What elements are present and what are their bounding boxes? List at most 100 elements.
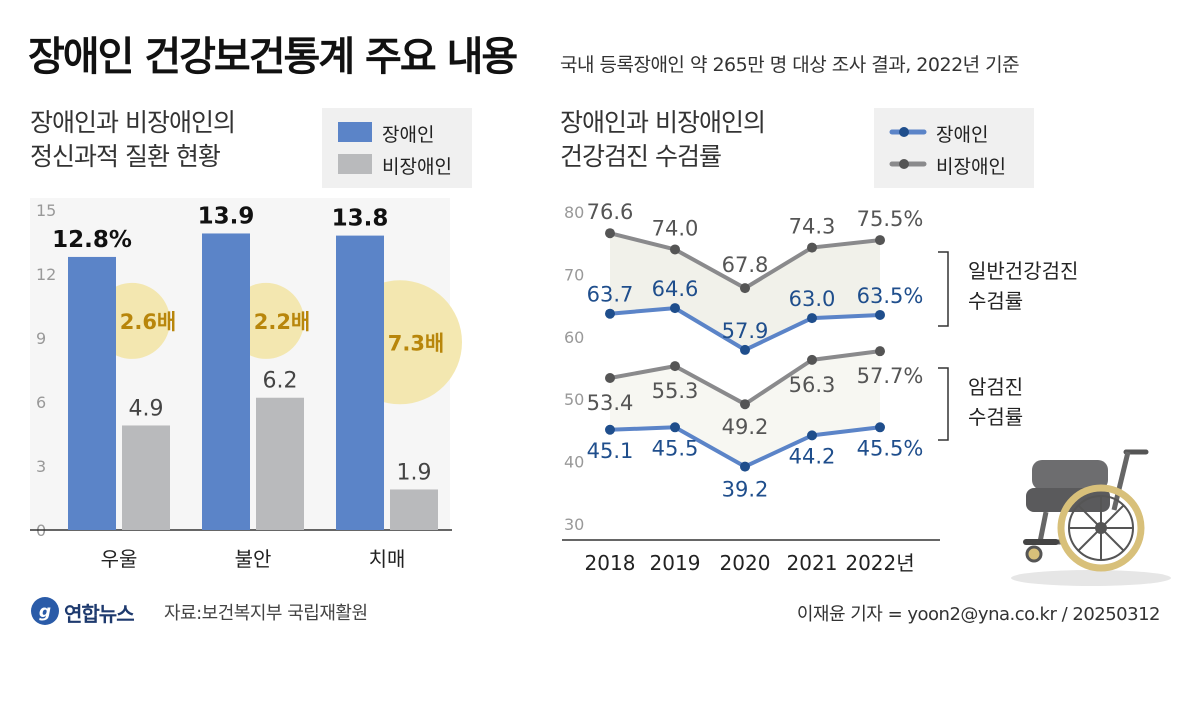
line-point	[875, 422, 885, 433]
bar-chart-title: 장애인과 비장애인의 정신과적 질환 현황	[30, 106, 236, 174]
logo-text: 연합뉴스	[64, 602, 135, 626]
line-y-tick-label: 60	[564, 328, 584, 347]
bar-category-label: 불안	[235, 547, 272, 571]
line-value-label: 39.2	[722, 478, 769, 502]
bar-non-disabled-불안	[256, 397, 304, 530]
bar-value-label-non-disabled: 4.9	[129, 396, 164, 421]
bar-chart: 0369121512.8%4.92.6배우울13.96.22.2배불안13.81…	[30, 198, 462, 571]
line-chart-title-line-1: 장애인과 비장애인의	[560, 108, 766, 137]
line-x-tick-label: 2019	[650, 551, 701, 575]
line-point	[605, 372, 615, 383]
line-point	[670, 361, 680, 372]
line-value-label: 45.5%	[857, 436, 924, 460]
group-bracket	[938, 367, 949, 441]
line-point	[740, 344, 750, 355]
bar-value-label-disabled: 12.8%	[52, 227, 132, 253]
wheelchair-icon	[1011, 449, 1171, 586]
line-point	[740, 283, 750, 294]
bar-y-tick-label: 3	[36, 457, 46, 476]
line-value-label: 75.5%	[857, 207, 924, 231]
line-value-label: 67.8	[722, 253, 769, 277]
line-point	[875, 235, 885, 246]
line-value-label: 49.2	[722, 415, 769, 439]
bar-chart-title-line-1: 장애인과 비장애인의	[30, 108, 236, 137]
yonhap-logo-icon: g	[31, 597, 59, 625]
source-note: 자료:보건복지부 국립재활원	[164, 603, 368, 624]
svg-text:g: g	[39, 602, 51, 622]
bar-legend-swatch-disabled	[338, 122, 372, 142]
ratio-label: 2.2배	[254, 310, 311, 334]
group-label: 일반건강검진	[968, 259, 1078, 283]
line-point	[807, 430, 817, 441]
bar-disabled-우울	[68, 256, 116, 530]
bar-value-label-non-disabled: 1.9	[397, 460, 432, 485]
bar-category-label: 치매	[369, 547, 406, 571]
line-point	[740, 461, 750, 472]
line-x-tick-label: 2018	[585, 551, 636, 575]
line-y-tick-label: 40	[564, 453, 584, 472]
bar-category-label: 우울	[101, 547, 138, 571]
line-value-label: 45.1	[587, 439, 634, 463]
line-x-tick-label: 2022년	[845, 551, 914, 575]
line-value-label: 44.2	[789, 444, 836, 468]
line-x-tick-label: 2021	[787, 551, 838, 575]
line-chart-title-line-2: 건강검진 수검률	[560, 142, 722, 171]
line-point	[807, 242, 817, 253]
group-label: 수검률	[968, 289, 1023, 313]
line-point	[670, 244, 680, 255]
bar-y-tick-label: 9	[36, 329, 46, 348]
line-value-label: 53.4	[587, 391, 634, 415]
bar-value-label-disabled: 13.8	[332, 206, 389, 232]
ratio-label: 2.6배	[120, 310, 177, 334]
bar-disabled-치매	[336, 235, 384, 530]
line-point	[875, 309, 885, 320]
line-value-label: 45.5	[652, 436, 699, 460]
bar-y-tick-label: 15	[36, 201, 56, 220]
line-chart-title: 장애인과 비장애인의 건강검진 수검률	[560, 106, 766, 174]
line-chart: 30 40 50 60 70 80 2018 2019 2020 2021 2022년 76.6 74.…	[562, 200, 1078, 575]
bar-value-label-disabled: 13.9	[198, 203, 255, 229]
bar-legend: 장애인 비장애인	[322, 108, 472, 188]
line-value-label: 57.9	[722, 319, 769, 343]
line-value-label: 63.0	[789, 287, 836, 311]
bar-legend-swatch-non-disabled	[338, 154, 372, 174]
line-point	[670, 303, 680, 314]
line-value-label: 57.7%	[857, 364, 924, 388]
bar-non-disabled-치매	[390, 489, 438, 530]
line-point	[605, 424, 615, 435]
line-point	[740, 399, 750, 410]
line-y-tick-label: 30	[564, 515, 584, 534]
page-subtitle: 국내 등록장애인 약 265만 명 대상 조사 결과, 2022년 기준	[560, 54, 1020, 76]
bar-y-tick-label: 6	[36, 393, 46, 412]
line-y-tick-label: 70	[564, 265, 584, 284]
bar-disabled-불안	[202, 233, 250, 530]
line-point	[670, 422, 680, 433]
line-point	[807, 354, 817, 365]
bar-legend-label-disabled: 장애인	[382, 124, 435, 146]
line-point	[605, 228, 615, 239]
line-value-label: 74.3	[789, 215, 836, 239]
line-point	[875, 346, 885, 357]
line-point	[807, 313, 817, 324]
line-value-label: 56.3	[789, 373, 836, 397]
line-legend-label-non-disabled: 비장애인	[936, 156, 1006, 178]
group-label: 암검진	[968, 375, 1023, 399]
line-value-label: 64.6	[652, 277, 699, 301]
line-value-label: 63.5%	[857, 284, 924, 308]
line-value-label: 55.3	[652, 379, 699, 403]
line-y-tick-label: 80	[564, 203, 584, 222]
ratio-label: 7.3배	[388, 331, 445, 355]
line-legend: 장애인 비장애인	[874, 108, 1034, 188]
line-point	[605, 308, 615, 319]
line-y-tick-label: 50	[564, 390, 584, 409]
bar-legend-label-non-disabled: 비장애인	[382, 156, 452, 178]
bar-non-disabled-우울	[122, 425, 170, 530]
page-title: 장애인 건강보건통계 주요 내용	[28, 34, 518, 80]
line-value-label: 63.7	[587, 283, 634, 307]
bar-value-label-non-disabled: 6.2	[263, 369, 298, 394]
line-value-label: 76.6	[587, 200, 634, 224]
bar-chart-title-line-2: 정신과적 질환 현황	[30, 142, 221, 171]
line-value-label: 74.0	[652, 216, 699, 240]
line-x-tick-label: 2020	[720, 551, 771, 575]
group-label: 수검률	[968, 405, 1023, 429]
